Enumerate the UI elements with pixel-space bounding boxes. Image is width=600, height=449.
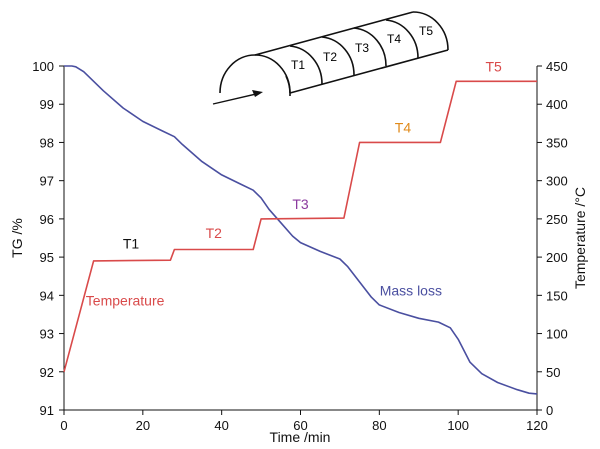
- annotation-mass-loss: Mass loss: [380, 282, 442, 298]
- annotation-t5: T5: [485, 58, 502, 74]
- y-left-axis-title: TG /%: [9, 218, 25, 258]
- y-right-tick-label: 400: [546, 97, 568, 112]
- x-axis-title: Time /min: [270, 429, 331, 445]
- zone-divider-end: [412, 11, 449, 51]
- y-right-tick-label: 50: [546, 365, 560, 380]
- zone-divider-5: [385, 19, 419, 59]
- annotation-t4: T4: [395, 120, 412, 136]
- y-left-tick-label: 91: [40, 403, 54, 418]
- tick-labels: 0 20 40 60 80 100 120 91 92 93 94 95 96 97 98 99 100 0 50 1…: [32, 59, 567, 433]
- y-left-tick-label: 93: [40, 327, 54, 342]
- inset-zone-t4: T4: [387, 32, 401, 46]
- y-left-tick-label: 100: [32, 59, 54, 74]
- y-left-tick-label: 94: [40, 288, 54, 303]
- x-tick-label: 60: [293, 418, 307, 433]
- tube-front-arch: [219, 54, 291, 94]
- y-left-tick-label: 92: [40, 365, 54, 380]
- annotation-t3: T3: [292, 196, 309, 212]
- y-left-tick-label: 97: [40, 174, 54, 189]
- zone-divider-3: [321, 36, 355, 76]
- zone-divider-1: [285, 75, 291, 94]
- y-right-tick-label: 450: [546, 59, 568, 74]
- tube-furnace-inset: T1 T2 T3 T4 T5: [212, 11, 449, 105]
- y-right-tick-label: 350: [546, 135, 568, 150]
- inset-zone-t3: T3: [355, 41, 369, 55]
- inset-zone-t5: T5: [419, 24, 433, 38]
- series-lines: [63, 65, 538, 395]
- tube-bottom-edge: [289, 49, 449, 94]
- y-right-tick-label: 0: [546, 403, 553, 418]
- x-tick-label: 100: [447, 418, 469, 433]
- y-left-tick-label: 95: [40, 250, 54, 265]
- x-tick-label: 40: [214, 418, 228, 433]
- inset-zone-t2: T2: [323, 50, 337, 64]
- y-right-tick-label: 300: [546, 174, 568, 189]
- y-left-tick-label: 96: [40, 212, 54, 227]
- zone-divider-2: [289, 45, 323, 85]
- y-right-tick-label: 100: [546, 327, 568, 342]
- curve-annotations: T1 T2 T3 T4 T5 Temperature Mass loss: [86, 58, 502, 308]
- mass-loss-line: [64, 65, 538, 395]
- annotation-t1: T1: [123, 236, 140, 252]
- temperature-line: [63, 80, 537, 373]
- y-right-axis-title: Temperature /°C: [572, 187, 588, 289]
- x-tick-label: 80: [372, 418, 386, 433]
- inset-zone-t1: T1: [291, 58, 305, 72]
- gas-flow-arrow-head: [252, 90, 263, 97]
- gas-flow-arrow-shaft: [212, 93, 257, 105]
- y-right-tick-label: 200: [546, 250, 568, 265]
- y-left-tick-label: 98: [40, 135, 54, 150]
- y-right-tick-label: 150: [546, 288, 568, 303]
- y-left-tick-label: 99: [40, 97, 54, 112]
- annotation-t2: T2: [206, 225, 223, 241]
- x-tick-label: 120: [526, 418, 548, 433]
- zone-divider-4: [353, 27, 387, 67]
- x-tick-label: 0: [60, 418, 67, 433]
- y-right-tick-label: 250: [546, 212, 568, 227]
- annotation-temperature: Temperature: [86, 292, 165, 308]
- x-tick-label: 20: [136, 418, 150, 433]
- tube-top-edge: [254, 11, 414, 56]
- tick-marks: [59, 65, 542, 415]
